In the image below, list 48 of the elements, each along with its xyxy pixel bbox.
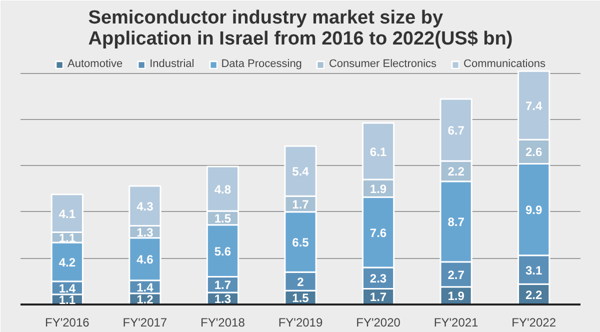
data-label: 2.7 bbox=[448, 268, 465, 282]
data-label: 2 bbox=[297, 274, 304, 289]
data-label: 2.3 bbox=[370, 272, 387, 286]
data-label: 3.1 bbox=[525, 263, 542, 278]
data-label: 1.5 bbox=[214, 211, 232, 226]
data-label: 4.2 bbox=[58, 255, 76, 270]
data-label: 7.6 bbox=[370, 226, 387, 240]
x-tick-label: FY'2021 bbox=[434, 316, 479, 330]
data-label: 2.2 bbox=[525, 288, 542, 302]
x-tick-label: FY'2018 bbox=[200, 316, 246, 330]
data-label: 5.6 bbox=[214, 244, 232, 258]
data-label: 2.2 bbox=[448, 164, 465, 179]
legend-label: Consumer Electronics bbox=[328, 58, 437, 70]
data-label: 1.3 bbox=[136, 225, 154, 240]
data-label: 1.4 bbox=[136, 280, 154, 294]
data-label: 5.4 bbox=[292, 164, 310, 179]
x-tick-label: FY'2019 bbox=[278, 316, 323, 330]
data-label: 6.1 bbox=[370, 144, 387, 159]
x-tick-label: FY'2020 bbox=[356, 316, 401, 330]
data-label: 6.7 bbox=[448, 123, 465, 138]
data-label: 9.9 bbox=[525, 203, 542, 218]
data-label: 1.7 bbox=[292, 198, 310, 212]
data-label: 1.4 bbox=[58, 281, 76, 296]
chart-title: Semiconductor industry market size by Application in Israel from 2016 to 2022(US$ bn) bbox=[88, 8, 513, 50]
x-tick-label: FY'2017 bbox=[122, 316, 168, 330]
data-label: 1.1 bbox=[58, 230, 76, 245]
data-label: 1.7 bbox=[214, 278, 232, 292]
data-label: 4.6 bbox=[136, 252, 154, 267]
legend-label: Industrial bbox=[150, 58, 194, 70]
data-label: 2.6 bbox=[525, 145, 542, 160]
x-tick-label: FY'2022 bbox=[512, 316, 556, 330]
x-tick-label: FY'2016 bbox=[45, 316, 90, 330]
legend-label: Data Processing bbox=[221, 58, 302, 70]
data-label: 1.9 bbox=[370, 182, 387, 196]
data-label: 8.7 bbox=[448, 215, 465, 230]
legend-label: Communications bbox=[464, 58, 546, 70]
data-label: 4.1 bbox=[58, 206, 76, 221]
data-label: 1.2 bbox=[136, 292, 154, 306]
data-label: 7.4 bbox=[525, 98, 542, 113]
data-label: 6.5 bbox=[292, 236, 310, 250]
legend-label: Automotive bbox=[68, 58, 123, 70]
data-label: 4.3 bbox=[136, 199, 154, 214]
data-label: 1.1 bbox=[58, 292, 76, 307]
data-label: 1.7 bbox=[370, 290, 387, 304]
data-label: 1.5 bbox=[292, 291, 310, 306]
data-label: 4.8 bbox=[214, 182, 232, 196]
data-label: 1.9 bbox=[448, 289, 465, 304]
data-label: 1.3 bbox=[214, 292, 232, 306]
